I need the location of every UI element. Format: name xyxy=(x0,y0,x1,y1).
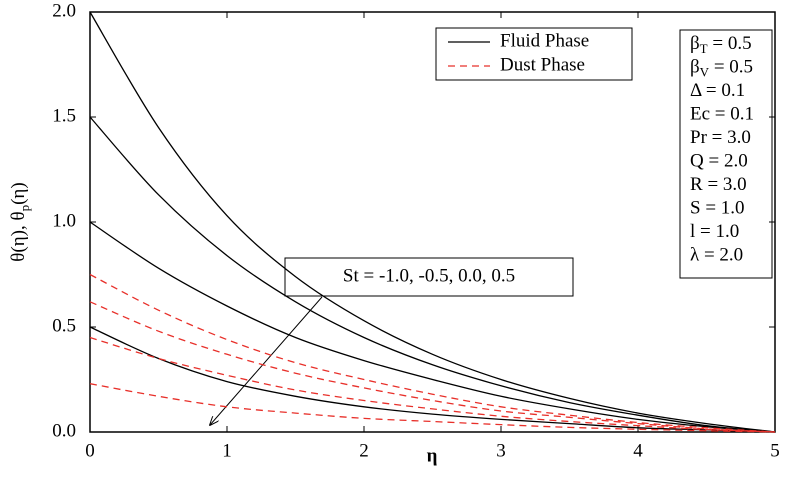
parameter-value: = 3.0 xyxy=(703,174,747,195)
y-tick-label: 2.0 xyxy=(52,0,76,21)
parameter-value: = 2.0 xyxy=(699,245,743,266)
parameter: l = 1.0 xyxy=(690,221,739,242)
parameter-symbol: Pr xyxy=(690,127,708,148)
legend-box xyxy=(435,27,633,81)
parameter-value: = 0.1 xyxy=(701,80,745,101)
parameter: βV = 0.5 xyxy=(690,57,753,80)
parameter-symbol: β xyxy=(690,33,700,54)
annotation-box xyxy=(284,257,574,297)
plot-frame xyxy=(89,11,776,433)
x-tick-label: 4 xyxy=(633,440,643,461)
x-tick-label: 2 xyxy=(359,440,369,461)
parameter-sub: V xyxy=(700,64,710,79)
line-series xyxy=(89,326,776,433)
annotation: St = -1.0, -0.5, 0.0, 0.5 xyxy=(343,265,515,286)
parameter-box xyxy=(679,29,773,279)
y-axis-label: θ(η), θp(η) xyxy=(8,182,32,261)
parameter-value: = 2.0 xyxy=(704,151,748,172)
x-tick-label: 3 xyxy=(496,440,506,461)
x-axis-label: η xyxy=(427,445,438,466)
parameter-value: = 0.1 xyxy=(710,104,754,125)
x-tick-label: 1 xyxy=(222,440,232,461)
y-tick-label: 1.0 xyxy=(52,210,76,231)
legend-label: Fluid Phase xyxy=(500,30,589,51)
parameter-symbol: S xyxy=(690,198,701,219)
parameter: Ec = 0.1 xyxy=(690,104,754,125)
parameter-symbol: β xyxy=(690,57,700,78)
parameter-symbol: Q xyxy=(690,151,704,172)
line-series xyxy=(89,336,776,433)
parameter: Pr = 3.0 xyxy=(690,127,751,148)
parameter-symbol: Ec xyxy=(690,104,710,125)
annotation-arrow xyxy=(210,296,323,425)
parameter-symbol: λ xyxy=(690,245,700,266)
line-series xyxy=(89,116,776,433)
line-series xyxy=(89,11,776,433)
parameter: Δ = 0.1 xyxy=(690,80,745,101)
y-label-sub: p xyxy=(17,205,32,212)
y-label-main: θ(η), θ xyxy=(8,211,29,261)
y-tick-label: 0.0 xyxy=(52,420,76,441)
line-series xyxy=(89,383,776,433)
x-tick-label: 5 xyxy=(770,440,780,461)
parameter-symbol: R xyxy=(690,174,703,195)
parameter-value: = 0.5 xyxy=(708,33,752,54)
parameter: βT = 0.5 xyxy=(690,33,752,56)
parameter-value: = 0.5 xyxy=(709,57,753,78)
line-series xyxy=(89,273,776,433)
y-tick-label: 0.5 xyxy=(52,315,76,336)
parameter-sub: T xyxy=(700,41,708,56)
parameter-symbol: l xyxy=(690,221,695,242)
legend-label: Dust Phase xyxy=(500,54,585,75)
y-label-tail: (η) xyxy=(8,182,29,205)
y-tick-label: 1.5 xyxy=(52,105,76,126)
parameter: λ = 2.0 xyxy=(690,245,743,266)
parameter: S = 1.0 xyxy=(690,198,745,219)
parameter-value: = 1.0 xyxy=(701,198,745,219)
parameter-value: = 3.0 xyxy=(707,127,751,148)
x-tick-label: 0 xyxy=(85,440,95,461)
line-series xyxy=(89,221,776,433)
line-series xyxy=(89,301,776,433)
parameter-value: = 1.0 xyxy=(695,221,739,242)
parameter: Q = 2.0 xyxy=(690,151,748,172)
parameter: R = 3.0 xyxy=(690,174,747,195)
parameter-symbol: Δ xyxy=(690,80,702,101)
